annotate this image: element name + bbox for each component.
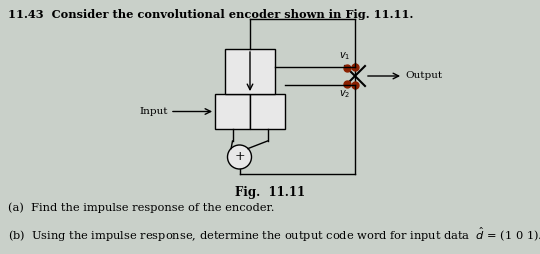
Text: (a)  Find the impulse response of the encoder.: (a) Find the impulse response of the enc… [8, 202, 274, 213]
Text: $v_1$: $v_1$ [339, 50, 350, 62]
Bar [250, 94, 285, 129]
Text: +: + [234, 150, 245, 163]
Text: (b)  Using the impulse response, determine the output code word for input data  : (b) Using the impulse response, determin… [8, 226, 540, 244]
Text: $v_2$: $v_2$ [339, 88, 350, 100]
Bar [225, 49, 275, 94]
Bar [215, 94, 250, 129]
Text: 11.43  Consider the convolutional encoder shown in Fig. 11.11.: 11.43 Consider the convolutional encoder… [8, 9, 414, 20]
Text: Input: Input [139, 107, 168, 116]
Text: Output: Output [405, 71, 442, 81]
Text: Fig.  11.11: Fig. 11.11 [235, 186, 305, 199]
Circle shape [227, 145, 252, 169]
